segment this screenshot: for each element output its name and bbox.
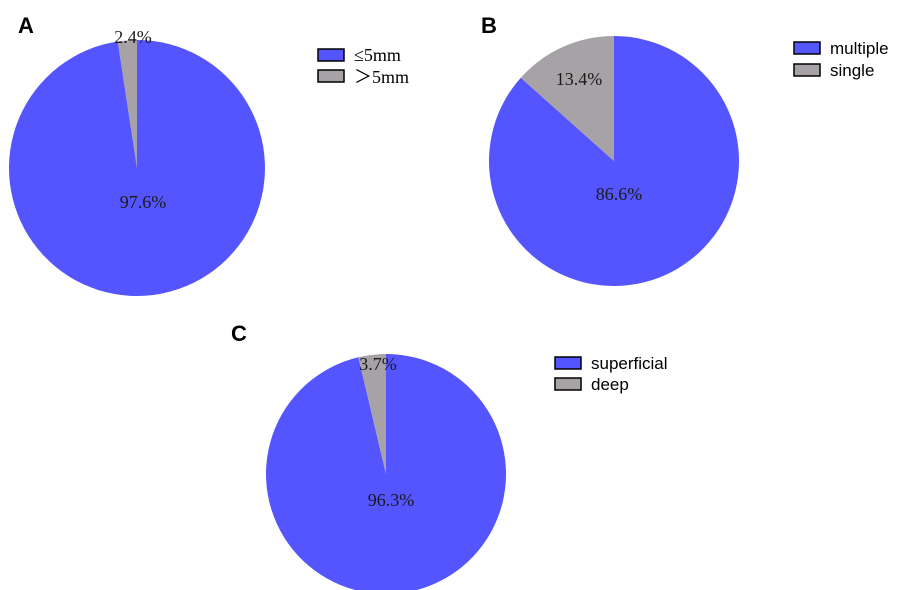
panel-label-a: A <box>18 13 34 38</box>
legend-a: ≤5mm ＞5mm <box>317 45 409 87</box>
legend-label-c-1: deep <box>591 375 629 394</box>
slice-label-b-1: 13.4% <box>556 69 603 89</box>
pie-slice-c-0 <box>266 354 506 590</box>
panel-c: C 96.3% 3.7% superficial deep <box>231 321 668 590</box>
legend-swatch-c-0 <box>554 356 582 370</box>
slice-label-c-1: 3.7% <box>359 354 397 374</box>
legend-label-c-0: superficial <box>591 354 668 373</box>
legend-swatch-a-0 <box>317 48 345 62</box>
slice-label-c-0: 96.3% <box>368 490 415 510</box>
pie-slice-b-1 <box>520 36 614 161</box>
panel-b: B 86.6% 13.4% multiple single <box>481 13 889 286</box>
slice-label-a-1: 2.4% <box>114 27 152 47</box>
legend-swatch-b-1 <box>793 63 821 77</box>
legend-label-b-0: multiple <box>830 39 889 58</box>
legend-b: multiple single <box>793 39 889 80</box>
legend-label-b-1: single <box>830 61 874 80</box>
legend-swatch-a-1 <box>317 69 345 83</box>
legend-label-a-1: ＞5mm <box>354 67 409 87</box>
panel-label-c: C <box>231 321 247 346</box>
pie-chart-b: 86.6% 13.4% <box>489 36 740 286</box>
pie-slice-a-0 <box>8 40 265 296</box>
slice-label-b-0: 86.6% <box>596 184 643 204</box>
pie-slice-a-1 <box>117 40 137 168</box>
pie-slice-b-0 <box>489 36 740 286</box>
pie-slice-c-1 <box>358 354 386 474</box>
legend-swatch-c-1 <box>554 377 582 391</box>
legend-label-a-0: ≤5mm <box>354 45 401 65</box>
legend-swatch-b-0 <box>793 41 821 55</box>
panel-label-b: B <box>481 13 497 38</box>
panel-a: A 97.6% 2.4% ≤5mm ＞5mm <box>8 13 409 296</box>
legend-c: superficial deep <box>554 354 668 394</box>
slice-label-a-0: 97.6% <box>120 192 167 212</box>
pie-chart-c: 96.3% 3.7% <box>266 354 506 590</box>
pie-chart-a: 97.6% 2.4% <box>8 27 265 296</box>
